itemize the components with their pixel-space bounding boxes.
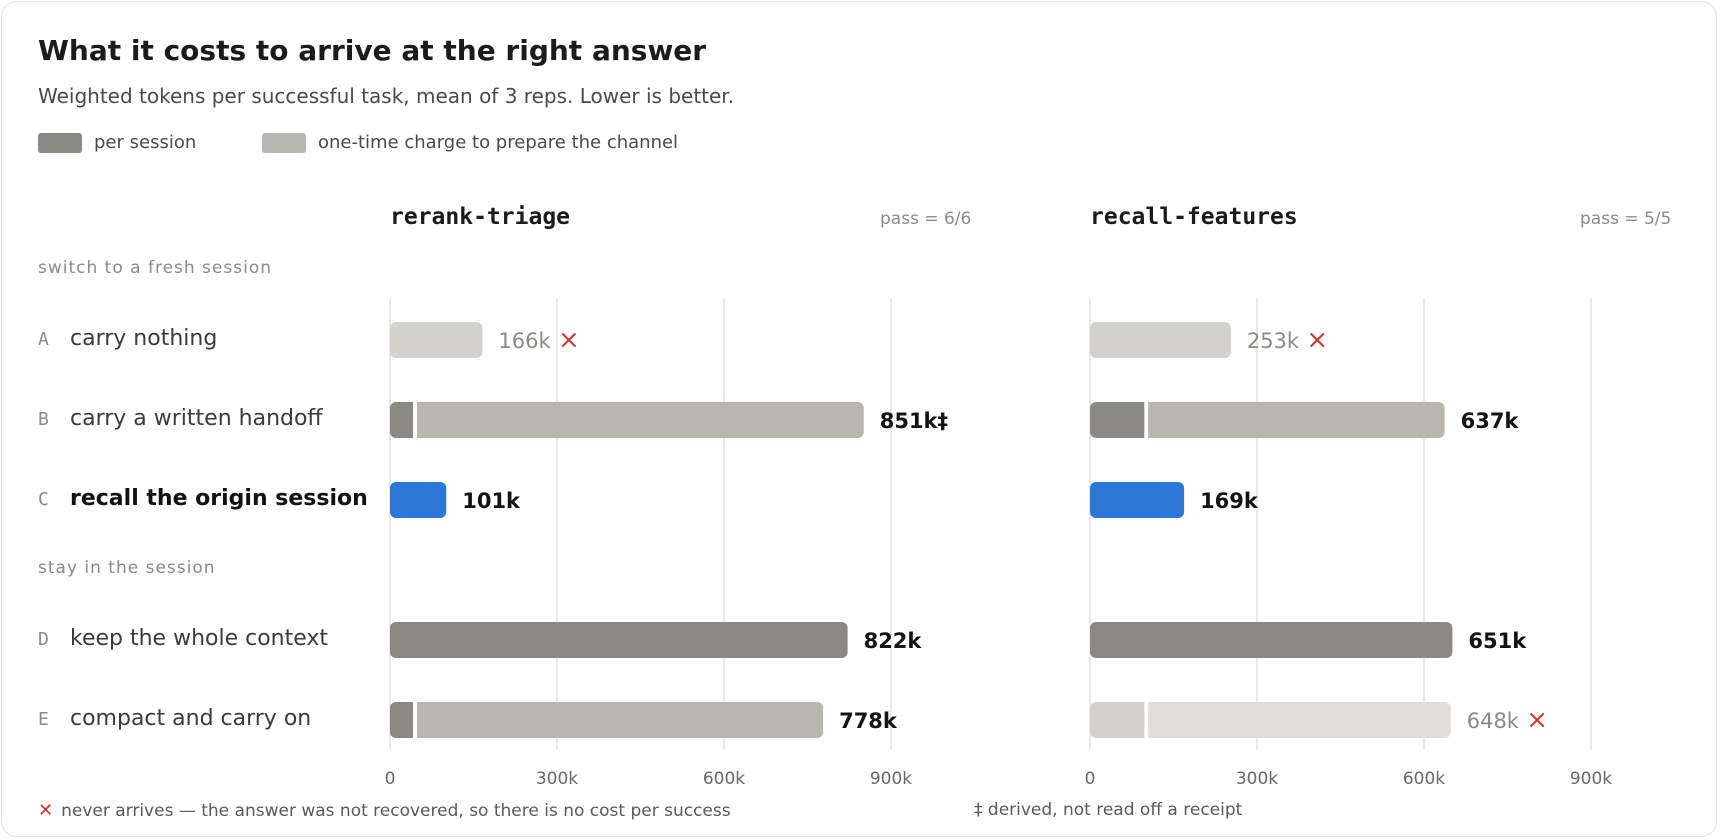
value-label-recall-features-c: 169k [1200, 489, 1259, 513]
bar-rerank-triage-d-per-session [390, 622, 848, 658]
panel-pass-rerank-triage: pass = 6/6 [880, 209, 972, 229]
value-label-rerank-triage-e: 778k [839, 709, 898, 733]
footnote-derived-text: ‡ derived, not read off a receipt [974, 800, 1243, 820]
tick-label-rerank-triage-2: 600k [703, 769, 745, 789]
legend-label-one-time: one-time charge to prepare the channel [318, 132, 679, 153]
chart-subtitle: Weighted tokens per successful task, mea… [38, 84, 735, 108]
legend-label-per-session: per session [94, 132, 197, 153]
tick-label-recall-features-2: 600k [1403, 769, 1445, 789]
tick-label-recall-features-3: 900k [1570, 769, 1612, 789]
bar-rerank-triage-e-per-session-join [407, 702, 414, 738]
never-arrives-icon-recall-features-e [1530, 713, 1545, 727]
group-label-stay: stay in the session [38, 558, 216, 578]
bar-recall-features-e-per-session-join [1138, 702, 1145, 738]
tick-label-rerank-triage-1: 300k [536, 769, 578, 789]
value-label-recall-features-b: 637k [1461, 409, 1520, 433]
legend-one-time: one-time charge to prepare the channel [262, 132, 678, 153]
tick-label-recall-features-0: 0 [1085, 769, 1096, 789]
value-label-recall-features-d: 651k [1468, 629, 1527, 653]
footnote-never-arrives-text: never arrives — the answer was not recov… [61, 800, 731, 821]
panel-title-recall-features: recall-features [1090, 204, 1298, 230]
value-label-recall-features-a: 253k [1247, 329, 1300, 353]
legend-swatch-per-session [38, 132, 82, 153]
row-label-d: keep the whole context [70, 626, 329, 651]
footnote-derived: ‡ derived, not read off a receipt [974, 800, 1242, 820]
row-label-a: carry nothing [70, 326, 218, 351]
legend-swatch-one-time [262, 132, 306, 153]
bar-rerank-triage-e-one-time-join [417, 702, 424, 738]
bar-recall-features-a-one-time [1090, 322, 1231, 358]
bar-recall-features-e-one-time-join [1148, 702, 1155, 738]
row-letter-e: E [38, 709, 49, 730]
value-label-rerank-triage-c: 101k [462, 489, 521, 513]
tick-label-rerank-triage-3: 900k [870, 769, 912, 789]
legend-per-session: per session [38, 132, 196, 153]
panel-title-rerank-triage: rerank-triage [390, 204, 571, 230]
value-label-rerank-triage-d: 822k [864, 629, 923, 653]
row-letter-a: A [38, 329, 49, 350]
bar-recall-features-b-one-time [1148, 402, 1445, 438]
never-arrives-icon-recall-features-a [1310, 333, 1325, 347]
value-label-recall-features-e: 648k [1467, 709, 1520, 733]
row-letter-b: B [38, 409, 49, 430]
never-arrives-icon: ✕ [38, 800, 54, 821]
bar-recall-features-b-per-session-join [1138, 402, 1145, 438]
bar-rerank-triage-b-one-time [417, 402, 864, 438]
tick-label-rerank-triage-0: 0 [385, 769, 396, 789]
row-letter-c: C [38, 489, 49, 510]
never-arrives-icon-rerank-triage-a [561, 333, 576, 347]
panel-pass-recall-features: pass = 5/5 [1580, 209, 1672, 229]
bar-recall-features-b-one-time-join [1148, 402, 1155, 438]
bar-rerank-triage-c-per-session [390, 482, 447, 518]
group-label-fresh: switch to a fresh session [38, 258, 272, 278]
row-letter-d: D [38, 629, 49, 650]
row-label-c: recall the origin session [70, 486, 368, 511]
bar-recall-features-e-one-time [1148, 702, 1451, 738]
bar-rerank-triage-b-one-time-join [417, 402, 424, 438]
bar-recall-features-c-per-session [1090, 482, 1185, 518]
value-label-rerank-triage-a: 166k [498, 329, 551, 353]
bar-rerank-triage-b-per-session-join [407, 402, 414, 438]
chart-title: What it costs to arrive at the right ans… [38, 34, 707, 67]
bar-recall-features-d-per-session [1090, 622, 1453, 658]
tick-label-recall-features-1: 300k [1236, 769, 1278, 789]
value-label-rerank-triage-b: 851k‡ [880, 409, 948, 433]
bar-recall-features-e-per-session [1090, 702, 1145, 738]
bar-rerank-triage-a-one-time [390, 322, 483, 358]
bar-rerank-triage-e-one-time [417, 702, 824, 738]
row-label-b: carry a written handoff [70, 406, 323, 431]
bar-recall-features-b-per-session [1090, 402, 1145, 438]
footnote-never-arrives: ✕ never arrives — the answer was not rec… [38, 800, 731, 821]
row-label-e: compact and carry on [70, 706, 312, 731]
